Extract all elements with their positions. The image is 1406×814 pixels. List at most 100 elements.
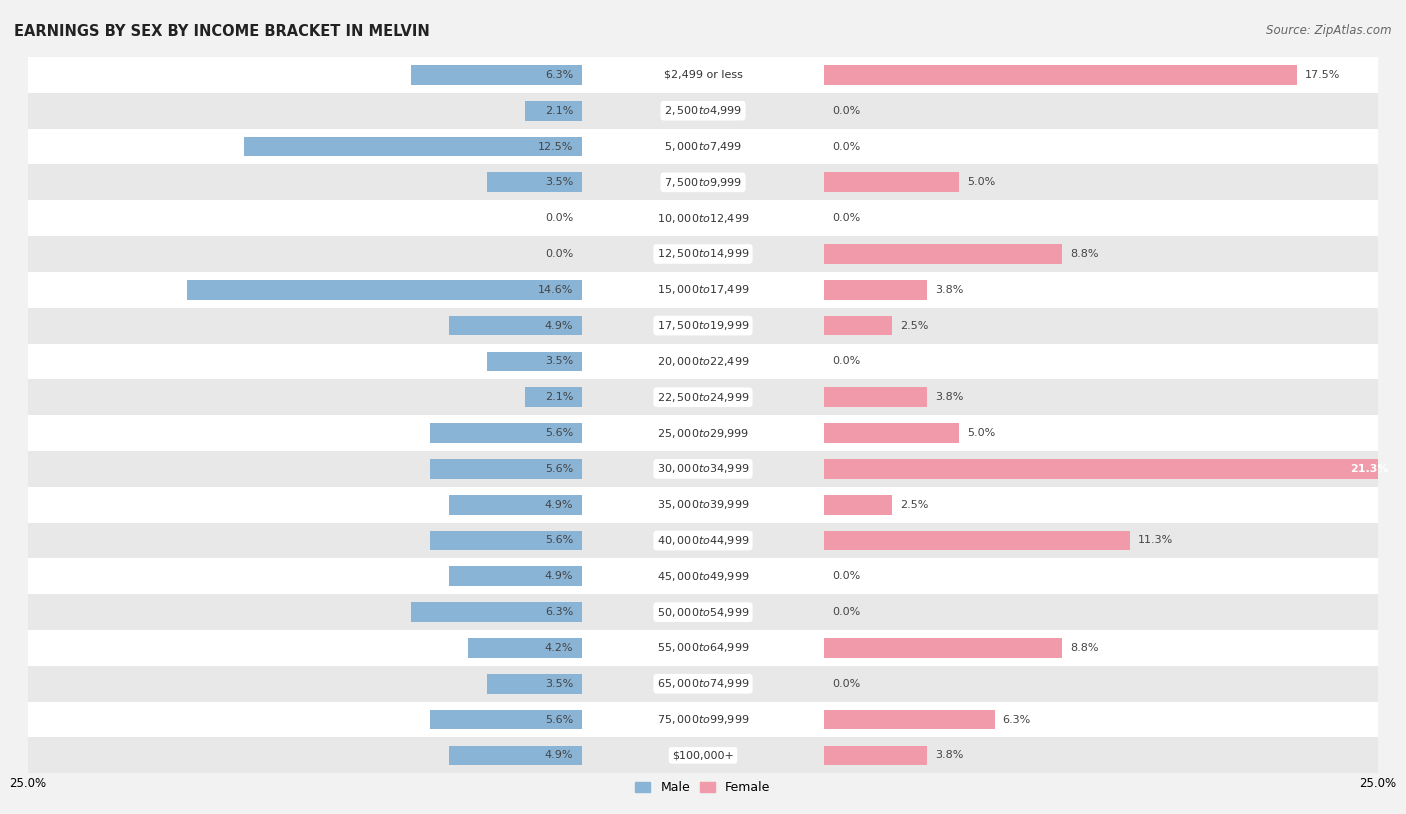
Bar bbox=[28, 344, 1378, 379]
Text: 0.0%: 0.0% bbox=[546, 249, 574, 259]
Text: 0.0%: 0.0% bbox=[546, 213, 574, 223]
Text: $22,500 to $24,999: $22,500 to $24,999 bbox=[657, 391, 749, 404]
Bar bbox=[524, 387, 582, 407]
Bar bbox=[486, 352, 582, 371]
Bar bbox=[28, 737, 1378, 773]
Text: 3.8%: 3.8% bbox=[935, 285, 963, 295]
Text: $30,000 to $34,999: $30,000 to $34,999 bbox=[657, 462, 749, 475]
Bar bbox=[824, 244, 1062, 264]
Bar bbox=[486, 173, 582, 192]
Text: 8.8%: 8.8% bbox=[1070, 643, 1098, 653]
Text: $75,000 to $99,999: $75,000 to $99,999 bbox=[657, 713, 749, 726]
Bar bbox=[28, 308, 1378, 344]
Text: Source: ZipAtlas.com: Source: ZipAtlas.com bbox=[1267, 24, 1392, 37]
Text: 0.0%: 0.0% bbox=[832, 357, 860, 366]
Text: 4.9%: 4.9% bbox=[546, 571, 574, 581]
Text: $55,000 to $64,999: $55,000 to $64,999 bbox=[657, 641, 749, 654]
Text: 14.6%: 14.6% bbox=[538, 285, 574, 295]
Text: $50,000 to $54,999: $50,000 to $54,999 bbox=[657, 606, 749, 619]
Text: $45,000 to $49,999: $45,000 to $49,999 bbox=[657, 570, 749, 583]
Bar bbox=[430, 531, 582, 550]
Text: 2.1%: 2.1% bbox=[546, 392, 574, 402]
Bar bbox=[430, 423, 582, 443]
Text: 5.0%: 5.0% bbox=[967, 428, 995, 438]
Bar bbox=[28, 415, 1378, 451]
Text: $2,500 to $4,999: $2,500 to $4,999 bbox=[664, 104, 742, 117]
Bar bbox=[468, 638, 582, 658]
Bar bbox=[524, 101, 582, 120]
Bar bbox=[28, 164, 1378, 200]
Text: 3.5%: 3.5% bbox=[546, 357, 574, 366]
Text: 5.6%: 5.6% bbox=[546, 464, 574, 474]
Text: 11.3%: 11.3% bbox=[1137, 536, 1173, 545]
Text: 6.3%: 6.3% bbox=[546, 70, 574, 80]
Text: 2.1%: 2.1% bbox=[546, 106, 574, 116]
Text: $20,000 to $22,499: $20,000 to $22,499 bbox=[657, 355, 749, 368]
Bar bbox=[28, 200, 1378, 236]
Text: 4.9%: 4.9% bbox=[546, 751, 574, 760]
Bar bbox=[824, 531, 1129, 550]
Text: 6.3%: 6.3% bbox=[1002, 715, 1031, 724]
Bar bbox=[28, 487, 1378, 523]
Text: $65,000 to $74,999: $65,000 to $74,999 bbox=[657, 677, 749, 690]
Text: 4.2%: 4.2% bbox=[546, 643, 574, 653]
Bar bbox=[245, 137, 582, 156]
Bar bbox=[28, 57, 1378, 93]
Text: EARNINGS BY SEX BY INCOME BRACKET IN MELVIN: EARNINGS BY SEX BY INCOME BRACKET IN MEL… bbox=[14, 24, 430, 39]
Text: 0.0%: 0.0% bbox=[832, 679, 860, 689]
Bar bbox=[28, 702, 1378, 737]
Bar bbox=[486, 674, 582, 694]
Bar bbox=[412, 65, 582, 85]
Text: $100,000+: $100,000+ bbox=[672, 751, 734, 760]
Text: $7,500 to $9,999: $7,500 to $9,999 bbox=[664, 176, 742, 189]
Text: 6.3%: 6.3% bbox=[546, 607, 574, 617]
Bar bbox=[450, 746, 582, 765]
Text: 3.8%: 3.8% bbox=[935, 392, 963, 402]
Text: 0.0%: 0.0% bbox=[832, 142, 860, 151]
Text: $40,000 to $44,999: $40,000 to $44,999 bbox=[657, 534, 749, 547]
Text: 5.6%: 5.6% bbox=[546, 715, 574, 724]
Bar bbox=[824, 459, 1399, 479]
Text: 0.0%: 0.0% bbox=[832, 571, 860, 581]
Bar bbox=[28, 594, 1378, 630]
Bar bbox=[28, 630, 1378, 666]
Bar bbox=[824, 173, 959, 192]
Bar bbox=[824, 746, 927, 765]
Text: 3.8%: 3.8% bbox=[935, 751, 963, 760]
Bar bbox=[824, 65, 1296, 85]
Bar bbox=[28, 129, 1378, 164]
Bar bbox=[28, 558, 1378, 594]
Text: 5.6%: 5.6% bbox=[546, 536, 574, 545]
Bar bbox=[28, 523, 1378, 558]
Bar bbox=[824, 280, 927, 300]
Bar bbox=[430, 459, 582, 479]
Bar bbox=[450, 316, 582, 335]
Text: $12,500 to $14,999: $12,500 to $14,999 bbox=[657, 247, 749, 260]
Bar bbox=[28, 379, 1378, 415]
Text: 0.0%: 0.0% bbox=[832, 607, 860, 617]
Text: 17.5%: 17.5% bbox=[1305, 70, 1340, 80]
Text: 0.0%: 0.0% bbox=[832, 213, 860, 223]
Bar bbox=[412, 602, 582, 622]
Text: 4.9%: 4.9% bbox=[546, 321, 574, 330]
Text: 0.0%: 0.0% bbox=[832, 106, 860, 116]
Legend: Male, Female: Male, Female bbox=[630, 777, 776, 799]
Text: $10,000 to $12,499: $10,000 to $12,499 bbox=[657, 212, 749, 225]
Bar bbox=[824, 495, 891, 514]
Bar bbox=[450, 495, 582, 514]
Text: 3.5%: 3.5% bbox=[546, 679, 574, 689]
Bar bbox=[824, 710, 994, 729]
Text: 2.5%: 2.5% bbox=[900, 500, 928, 510]
Bar bbox=[28, 272, 1378, 308]
Bar bbox=[28, 451, 1378, 487]
Text: $35,000 to $39,999: $35,000 to $39,999 bbox=[657, 498, 749, 511]
Text: 5.6%: 5.6% bbox=[546, 428, 574, 438]
Text: $15,000 to $17,499: $15,000 to $17,499 bbox=[657, 283, 749, 296]
Text: 3.5%: 3.5% bbox=[546, 177, 574, 187]
Bar bbox=[824, 638, 1062, 658]
Text: 2.5%: 2.5% bbox=[900, 321, 928, 330]
Bar bbox=[824, 387, 927, 407]
Bar bbox=[450, 567, 582, 586]
Text: 8.8%: 8.8% bbox=[1070, 249, 1098, 259]
Bar bbox=[28, 666, 1378, 702]
